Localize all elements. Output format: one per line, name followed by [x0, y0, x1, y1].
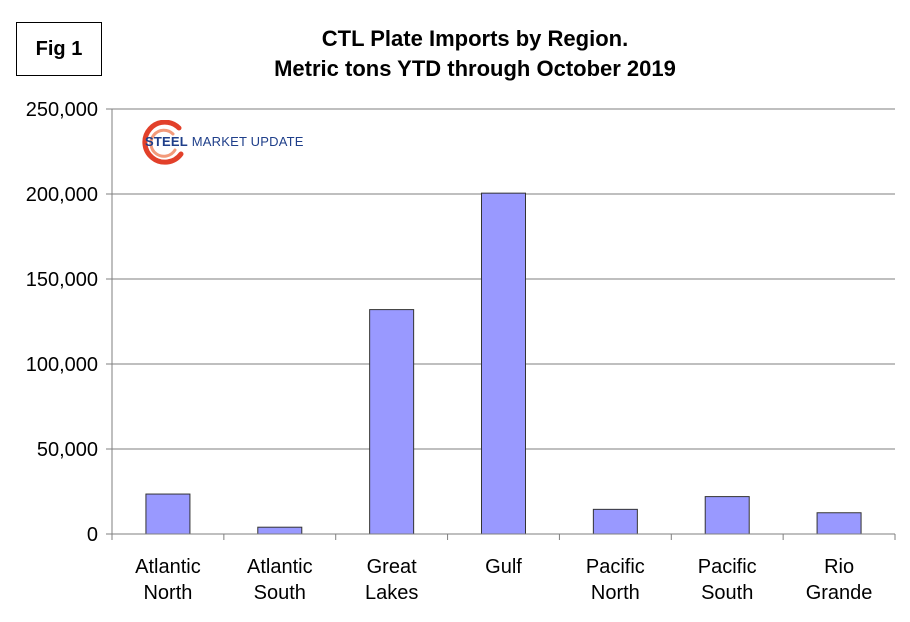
- x-tick-label-line: South: [701, 582, 753, 604]
- logo-word-steel: STEEL: [145, 134, 188, 149]
- logo-word-market-update: MARKET UPDATE: [191, 134, 304, 149]
- y-tick-label: 200,000: [26, 184, 98, 206]
- bar: [145, 493, 191, 535]
- x-tick-label-line: South: [254, 582, 306, 604]
- x-tick-label-line: Pacific: [698, 556, 757, 578]
- y-tick-label: 150,000: [26, 269, 98, 291]
- x-tick-label: Great Lakes: [365, 556, 418, 604]
- x-tick-label-line: Gulf: [485, 556, 522, 578]
- x-tick-label: Gulf: [485, 556, 522, 578]
- bar: [257, 526, 303, 535]
- bar: [704, 496, 750, 535]
- logo-text: STEEL MARKET UPDATE: [145, 134, 304, 149]
- x-tick-label-line: North: [591, 582, 640, 604]
- y-tick-label: 0: [87, 524, 98, 546]
- chart-title: CTL Plate Imports by Region.: [321, 26, 629, 51]
- bars: [145, 192, 862, 535]
- y-tick-label: 100,000: [26, 354, 98, 376]
- x-tick-label: Pacific South: [698, 556, 757, 604]
- x-tick-label-line: Atlantic: [135, 556, 201, 578]
- y-tick-label: 50,000: [37, 439, 98, 461]
- x-tick-label-line: Great: [367, 556, 417, 578]
- bar: [481, 192, 526, 535]
- x-tick-labels: Atlantic North Atlantic South Great Lakes Gulf…: [135, 556, 872, 604]
- x-tick-label: Atlantic South: [247, 556, 313, 604]
- chart-subtitle: Metric tons YTD through October 2019: [274, 56, 676, 81]
- x-tick-label: Pacific North: [586, 556, 645, 604]
- chart-title-block: CTL Plate Imports by Region. Metric tons…: [0, 24, 910, 84]
- bar: [816, 512, 862, 535]
- bar: [369, 309, 415, 535]
- x-tick-label-line: Grande: [806, 582, 873, 604]
- x-tick-label: Rio Grande: [806, 556, 873, 604]
- y-tick-label: 250,000: [26, 99, 98, 121]
- bar: [592, 508, 638, 535]
- x-tick-label-line: Lakes: [365, 582, 418, 604]
- figure-label: Fig 1: [16, 22, 102, 76]
- axes: [106, 108, 896, 540]
- logo-swoosh-icon: [142, 120, 184, 165]
- x-tick-label-line: Atlantic: [247, 556, 313, 578]
- x-tick-label: Atlantic North: [135, 556, 201, 604]
- y-tick-labels: 0 50,000 100,000 150,000 200,000 250,000: [26, 99, 98, 546]
- x-tick-label-line: Rio: [824, 556, 854, 578]
- x-tick-label-line: North: [143, 582, 192, 604]
- x-tick-label-line: Pacific: [586, 556, 645, 578]
